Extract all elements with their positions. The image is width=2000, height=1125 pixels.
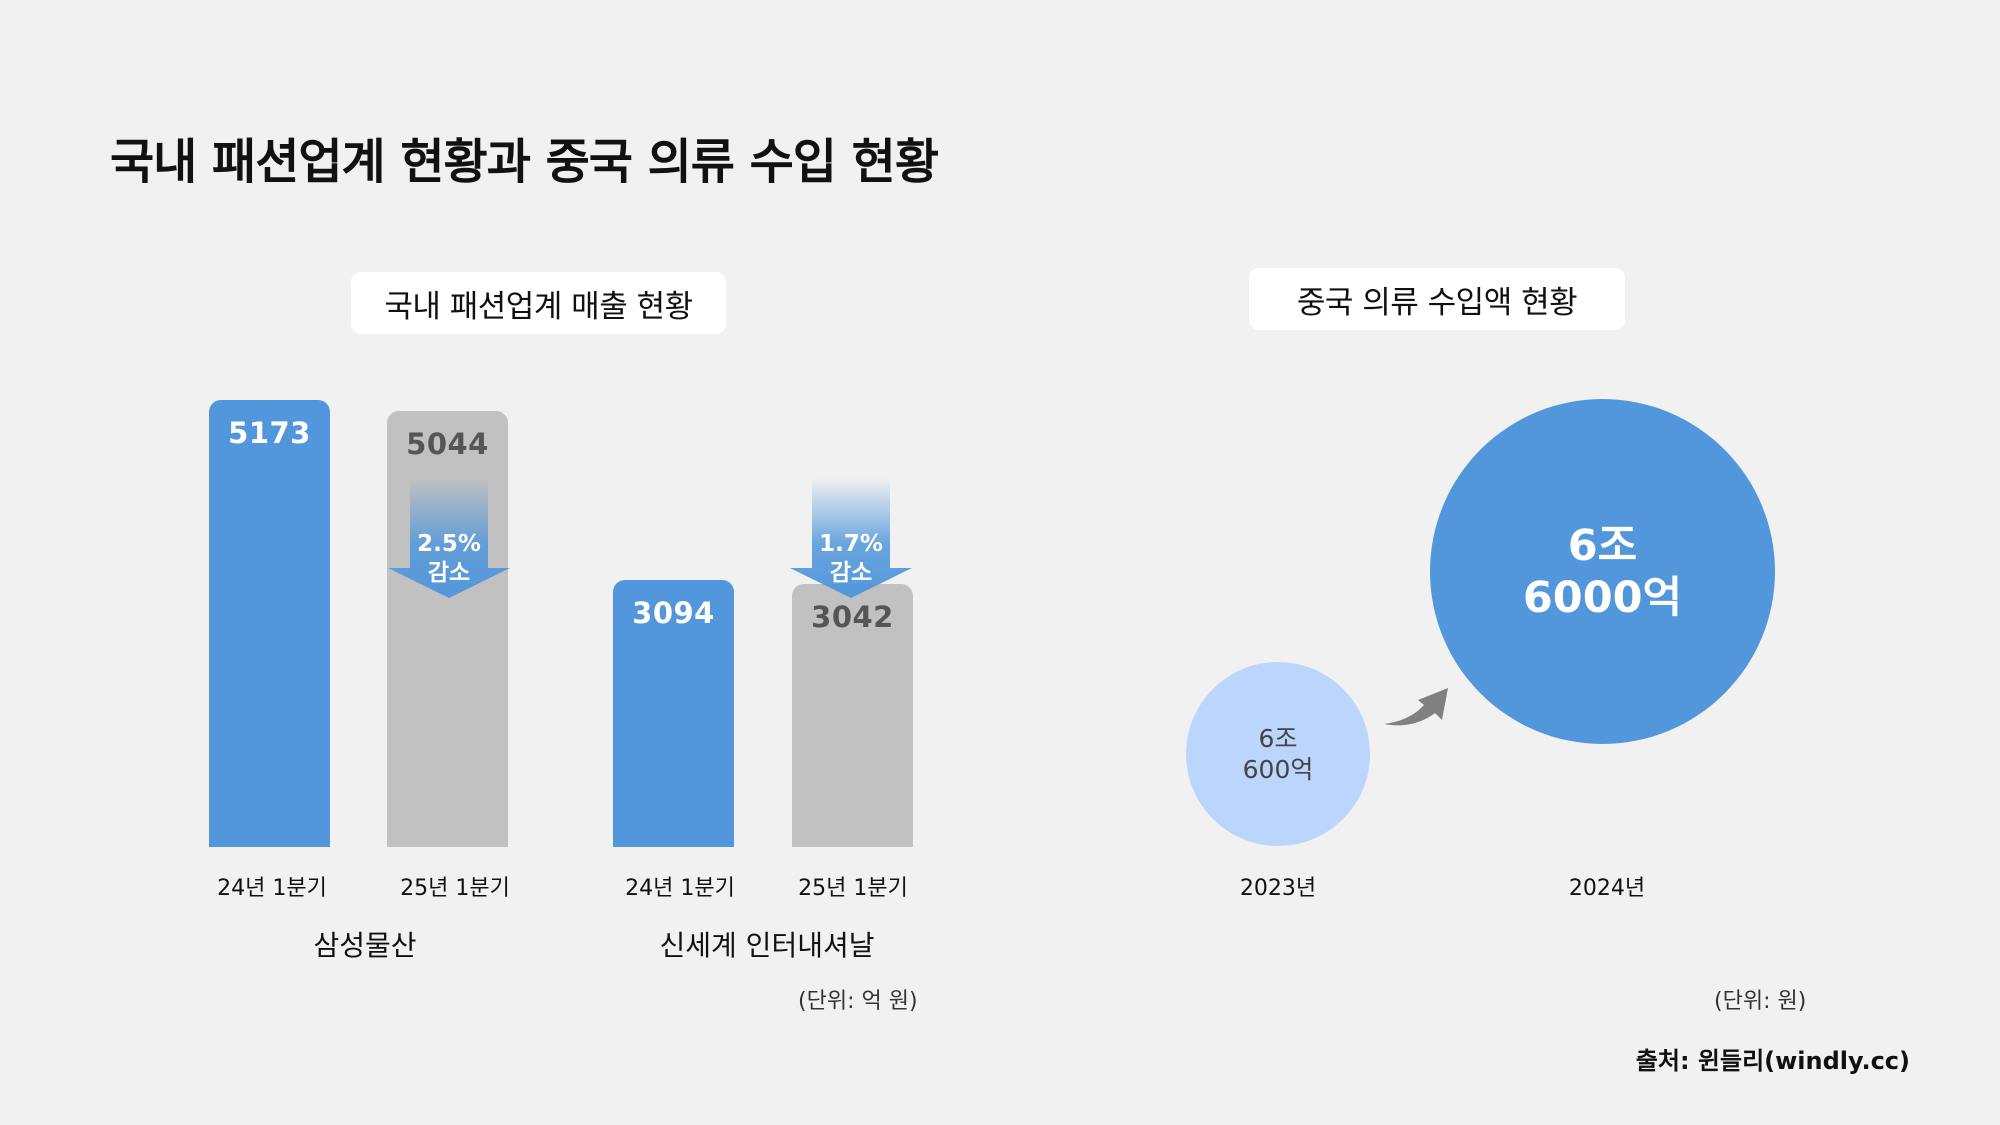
page-title: 국내 패션업계 현황과 중국 의류 수입 현황 xyxy=(110,134,939,190)
bar: 3094 xyxy=(613,580,734,847)
bubble-2024: 6조 6000억 xyxy=(1430,399,1775,744)
category-label: 24년 1분기 xyxy=(217,876,327,901)
growth-arrow-icon xyxy=(1384,688,1448,726)
decrease-text: 감소 xyxy=(427,560,471,586)
bar-value-label: 5173 xyxy=(228,416,311,450)
bubble-value-line1: 6조 xyxy=(1258,724,1298,753)
decrease-arrow-shinsegae: 1.7% 감소 xyxy=(790,478,912,598)
company-label-samsung: 삼성물산 xyxy=(313,929,417,962)
category-label: 25년 1분기 xyxy=(798,876,908,901)
bubble-2023: 6조 600억 xyxy=(1186,662,1370,846)
unit-label-bar: (단위: 억 원) xyxy=(798,989,918,1014)
bar-value-label: 3094 xyxy=(632,596,715,630)
category-label: 24년 1분기 xyxy=(625,876,735,901)
bar: 5173 xyxy=(209,400,330,847)
year-label-2024: 2024년 xyxy=(1568,876,1646,901)
bubble-value-line2: 6000억 xyxy=(1522,572,1683,623)
category-label: 25년 1분기 xyxy=(400,876,510,901)
bubble-value-line2: 600억 xyxy=(1242,755,1314,784)
decrease-text: 감소 xyxy=(829,560,873,586)
company-label-shinsegae: 신세계 인터내셔날 xyxy=(659,929,875,962)
decrease-rate: 2.5% xyxy=(417,531,481,557)
bar: 5044 xyxy=(387,411,508,847)
bar-value-label: 5044 xyxy=(406,427,489,461)
source-label: 출처: 윈들리(windly.cc) xyxy=(1635,1047,1910,1075)
bubble-value-line1: 6조 xyxy=(1567,520,1638,571)
decrease-rate: 1.7% xyxy=(819,531,883,557)
decrease-arrow-samsung: 2.5% 감소 xyxy=(388,478,510,598)
bar: 3042 xyxy=(792,584,913,847)
year-label-2023: 2023년 xyxy=(1239,876,1317,901)
down-arrow-icon xyxy=(790,478,912,598)
bar-chart-title: 국내 패션업계 매출 현황 xyxy=(351,272,726,334)
unit-label-bubble: (단위: 원) xyxy=(1714,989,1807,1014)
bubble-chart-title: 중국 의류 수입액 현황 xyxy=(1249,268,1625,330)
bar-value-label: 3042 xyxy=(811,600,894,634)
down-arrow-icon xyxy=(388,478,510,598)
